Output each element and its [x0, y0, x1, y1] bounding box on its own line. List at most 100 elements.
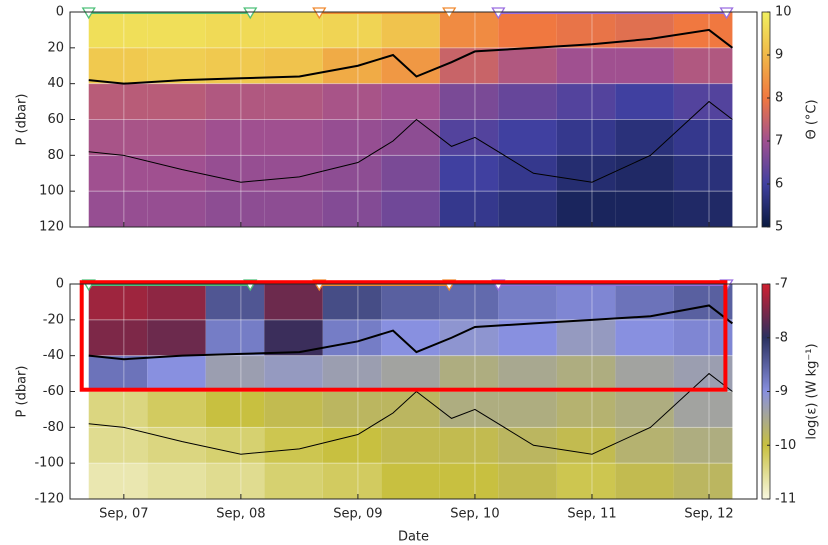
y-tick-label: 40 — [47, 76, 64, 91]
heat-cell — [381, 355, 440, 392]
heat-cell — [556, 191, 616, 227]
heat-cell — [147, 83, 206, 120]
heat-cell — [322, 427, 382, 464]
axes-box — [69, 283, 758, 500]
heat-cell — [556, 391, 616, 428]
heat-cell — [88, 155, 148, 192]
heat-cell — [205, 12, 265, 48]
heat-cell — [673, 191, 733, 227]
y-tick-label: 120 — [39, 220, 64, 235]
heat-cell — [147, 119, 206, 156]
y-tick-label: 0 — [56, 277, 64, 292]
y-tick-label: -40 — [43, 348, 64, 363]
x-tick-label: Sep, 11 — [567, 507, 616, 522]
heat-cell — [381, 463, 440, 499]
heat-cell — [615, 391, 674, 428]
heat-cell — [205, 191, 265, 227]
heat-cell — [322, 355, 382, 392]
heat-cell — [673, 463, 733, 499]
heat-cell — [556, 155, 616, 192]
y-tick-label: 60 — [47, 112, 64, 127]
heat-cell — [88, 319, 148, 356]
colorbar-tick-label: -9 — [775, 384, 788, 399]
heat-cell — [147, 355, 206, 392]
heat-cell — [88, 47, 148, 84]
y-tick-label: -120 — [34, 492, 64, 507]
axes-box — [69, 11, 758, 228]
heat-cell — [673, 284, 733, 320]
heat-cell — [322, 391, 382, 428]
heat-cell — [322, 83, 382, 120]
heat-cell — [264, 284, 323, 320]
y-tick-label: 80 — [47, 148, 64, 163]
heat-cell — [381, 83, 440, 120]
heat-cell — [556, 47, 616, 84]
heat-cell — [556, 83, 616, 120]
heat-cell — [673, 391, 733, 428]
heat-cell — [556, 12, 616, 48]
heat-cell — [615, 12, 674, 48]
heat-cell — [381, 284, 440, 320]
heat-cell — [498, 355, 557, 392]
heat-cell — [498, 463, 557, 499]
heat-cell — [205, 119, 265, 156]
heat-cell — [322, 191, 382, 227]
heat-cell — [439, 463, 499, 499]
heat-cell — [88, 463, 148, 499]
heat-cell — [615, 47, 674, 84]
heat-cell — [498, 391, 557, 428]
colorbar-tick-label: 9 — [775, 48, 783, 63]
y-tick-label: 20 — [47, 40, 64, 55]
deployment-marker — [312, 7, 327, 20]
heat-cell — [556, 319, 616, 356]
colorbar-tick-label: 10 — [775, 5, 792, 20]
heat-cell — [381, 191, 440, 227]
heat-cell — [264, 355, 323, 392]
heat-cell — [147, 391, 206, 428]
profile-line — [88, 28, 734, 85]
heat-cell — [673, 83, 733, 120]
x-tick-label: Sep, 07 — [99, 507, 148, 522]
heat-cell — [381, 12, 440, 48]
deployment-marker — [491, 7, 506, 20]
heat-cell — [673, 319, 733, 356]
deployment-marker — [243, 7, 258, 20]
heat-cell — [205, 463, 265, 499]
colorbar-label: log(ε) (W kg⁻¹) — [805, 343, 820, 439]
colorbar-tick-label: -7 — [775, 277, 788, 292]
heat-cell — [556, 355, 616, 392]
heat-cell — [439, 155, 499, 192]
heat-cell — [322, 119, 382, 156]
heat-cell — [322, 47, 382, 84]
heat-cell — [439, 83, 499, 120]
heat-cell — [498, 47, 557, 84]
heat-cell — [147, 463, 206, 499]
heat-cell — [322, 284, 382, 320]
colorbar-tick-label: 8 — [775, 91, 783, 106]
heat-cell — [264, 83, 323, 120]
heat-cell — [88, 284, 148, 320]
y-axis-label: P (dbar) — [15, 94, 30, 146]
heat-cell — [673, 355, 733, 392]
heat-cell — [615, 427, 674, 464]
heat-cell — [147, 191, 206, 227]
x-tick-label: Sep, 10 — [450, 507, 499, 522]
heat-cell — [615, 155, 674, 192]
plot-area — [70, 12, 757, 227]
deployment-marker — [442, 7, 457, 20]
heat-cell — [264, 463, 323, 499]
heat-cell — [322, 155, 382, 192]
heat-cell — [556, 427, 616, 464]
x-tick-label: Sep, 09 — [333, 507, 382, 522]
heat-cell — [147, 427, 206, 464]
heat-cell — [439, 427, 499, 464]
heat-cell — [322, 12, 382, 48]
y-tick-label: -60 — [43, 384, 64, 399]
heat-cell — [264, 391, 323, 428]
colorbar-tick-label: -8 — [775, 330, 788, 345]
deployment-marker — [81, 7, 96, 20]
heat-cell — [88, 83, 148, 120]
heat-cell — [498, 191, 557, 227]
heat-cell — [147, 155, 206, 192]
